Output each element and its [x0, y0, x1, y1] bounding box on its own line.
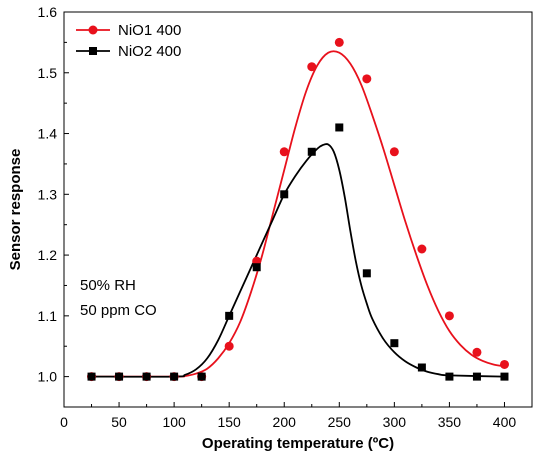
data-point-nio2-400: [197, 372, 206, 381]
x-tick-label: 0: [60, 414, 68, 430]
legend-marker-nio2: [89, 47, 97, 55]
data-point-nio1-400: [389, 147, 399, 157]
data-point-nio2-400: [87, 372, 96, 381]
data-point-nio2-400: [417, 363, 426, 372]
data-point-nio1-400: [444, 311, 454, 321]
data-point-nio1-400: [417, 244, 427, 254]
data-point-nio2-400: [170, 372, 179, 381]
annotation-humidity: 50% RH: [80, 277, 136, 294]
annotation-gas: 50 ppm CO: [80, 302, 157, 319]
data-point-nio2-400: [115, 372, 124, 381]
y-tick-label: 1.1: [38, 308, 58, 324]
data-point-nio2-400: [500, 372, 509, 381]
x-tick-label: 200: [273, 414, 297, 430]
legend-label-nio2: NiO2 400: [118, 43, 181, 60]
data-point-nio2-400: [390, 339, 399, 348]
data-point-nio2-400: [280, 190, 289, 199]
data-point-nio2-400: [472, 372, 481, 381]
y-tick-label: 1.3: [38, 186, 58, 202]
data-point-nio1-400: [279, 147, 289, 157]
data-point-nio1-400: [307, 62, 317, 72]
y-tick-label: 1.2: [38, 247, 58, 263]
data-point-nio1-400: [362, 74, 372, 84]
fit-curve-nio1-400: [91, 50, 505, 378]
x-tick-label: 350: [438, 414, 462, 430]
x-tick-label: 250: [328, 414, 352, 430]
data-point-nio2-400: [445, 372, 454, 381]
data-point-nio2-400: [335, 123, 344, 132]
legend-label-nio1: NiO1 400: [118, 22, 181, 39]
y-tick-label: 1.4: [38, 126, 58, 142]
y-tick-label: 1.6: [38, 4, 58, 20]
x-tick-label: 300: [383, 414, 407, 430]
x-tick-label: 150: [217, 414, 241, 430]
y-axis-title: Sensor response: [7, 149, 24, 271]
data-point-nio2-400: [252, 263, 261, 272]
data-point-nio1-400: [334, 37, 344, 47]
legend-marker-nio1: [88, 25, 98, 35]
data-point-nio1-400: [224, 341, 234, 351]
data-point-nio2-400: [142, 372, 151, 381]
x-tick-label: 100: [162, 414, 186, 430]
data-point-nio1-400: [499, 359, 509, 369]
y-tick-label: 1.0: [38, 369, 58, 385]
data-point-nio1-400: [472, 347, 482, 357]
legend: NiO1 400 NiO2 400: [76, 22, 181, 60]
plot-frame: [63, 11, 533, 408]
x-tick-label: 400: [493, 414, 517, 430]
fit-curve-nio2-400: [91, 143, 505, 378]
data-point-nio2-400: [307, 147, 316, 156]
data-point-nio2-400: [225, 311, 234, 320]
x-tick-label: 50: [111, 414, 127, 430]
x-axis-title: Operating temperature (ºC): [202, 435, 394, 452]
data-point-nio2-400: [362, 269, 371, 278]
y-tick-label: 1.5: [38, 65, 58, 81]
